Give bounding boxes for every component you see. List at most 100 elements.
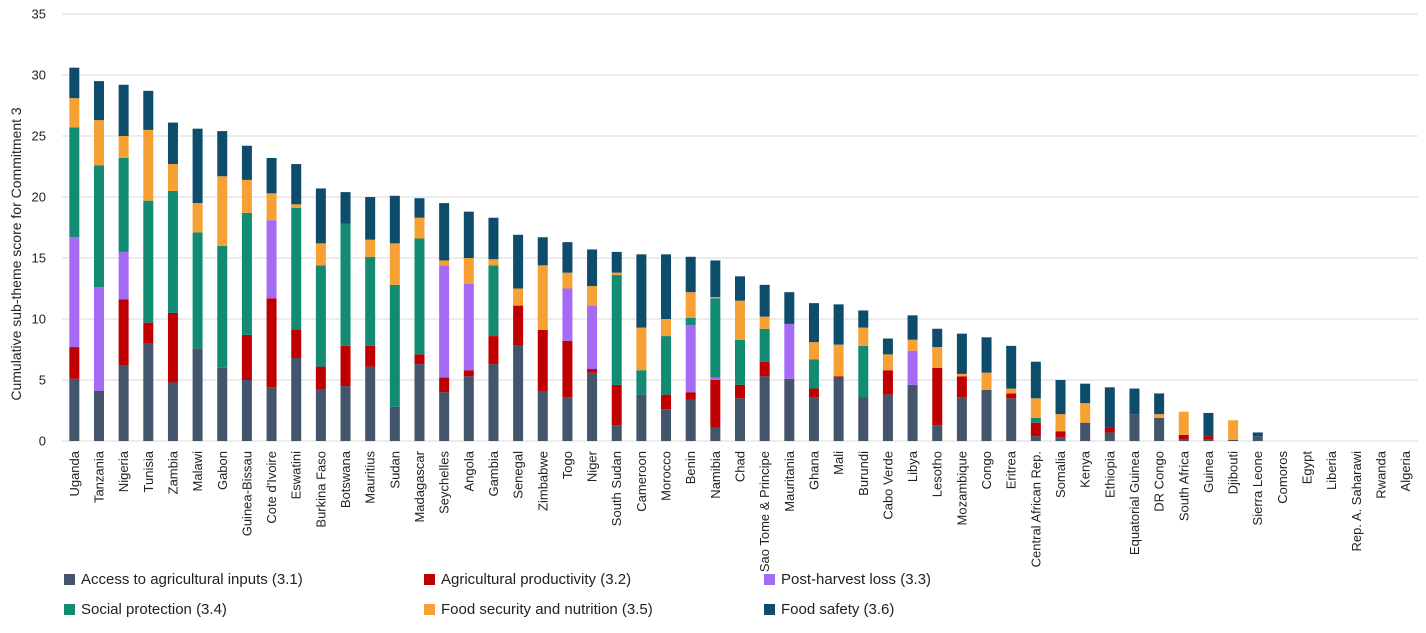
bar-segment: [463, 258, 474, 284]
bar-segment: [69, 127, 80, 238]
x-category-label: Cabo Verde: [880, 451, 895, 520]
x-axis-categories: Uganda Tanzania Nigeria Tunisia Zambia Malawi…: [67, 450, 1413, 572]
bar-segment: [217, 131, 228, 177]
bar-segment: [661, 409, 672, 441]
bar-segment: [192, 348, 203, 441]
x-category-label: Sierra Leone: [1250, 451, 1265, 525]
x-category-label: Gambia: [486, 450, 501, 496]
bar-segment: [537, 265, 548, 330]
bar-segment: [118, 299, 129, 366]
bar-segment: [710, 260, 721, 298]
bar-segment: [956, 333, 967, 374]
x-category-label: Morocco: [659, 451, 674, 501]
bar-segment: [784, 378, 795, 441]
bar-segment: [858, 327, 869, 346]
bar-segment: [439, 203, 450, 261]
bar-segment: [1228, 439, 1239, 441]
y-axis-label: Cumulative sub-theme score for Commitmen…: [8, 107, 24, 401]
bar-segment: [513, 345, 524, 441]
bar-segment: [1104, 432, 1115, 441]
bar-segment: [685, 399, 696, 441]
bar-segment: [266, 193, 277, 221]
bar-segment: [537, 390, 548, 441]
x-category-label: Rwanda: [1374, 450, 1389, 498]
bar-segment: [611, 251, 622, 273]
bar-segment: [907, 350, 918, 385]
bar-segment: [1006, 398, 1017, 441]
bar-segment: [389, 284, 400, 407]
bar-segment: [833, 344, 844, 377]
bar-segment: [759, 328, 770, 362]
bar-segment: [1006, 393, 1017, 399]
bar-segment: [69, 98, 80, 128]
bar-segment: [759, 284, 770, 317]
x-category-label: Eritrea: [1004, 450, 1019, 489]
x-category-label: Zambia: [165, 450, 180, 494]
bar-segment: [685, 317, 696, 326]
legend-item: Agricultural productivity (3.2): [424, 571, 631, 588]
bar-segment: [562, 242, 573, 273]
bar-segment: [907, 339, 918, 351]
legend: Access to agricultural inputs (3.1) Agric…: [64, 568, 1024, 630]
bar-segment: [93, 390, 104, 441]
bar-segment: [907, 315, 918, 340]
x-category-label: Chad: [733, 451, 748, 482]
bar-segment: [1178, 411, 1189, 435]
bar-segment: [611, 272, 622, 276]
legend-swatch: [424, 604, 435, 615]
bar-segment: [587, 249, 598, 287]
bar-segment: [1178, 439, 1189, 441]
bar-segment: [882, 370, 893, 395]
bar-segment: [93, 120, 104, 166]
bar-segment: [759, 316, 770, 329]
bar-segment: [661, 319, 672, 337]
bar-segment: [1055, 437, 1066, 441]
bar-segment: [1203, 412, 1214, 437]
bar-segment: [414, 217, 425, 239]
bar-segment: [932, 425, 943, 441]
bar-segment: [636, 370, 647, 395]
bar-segment: [1104, 427, 1115, 433]
bar-segment: [69, 347, 80, 379]
bar-segment: [488, 217, 499, 260]
bar-segment: [611, 275, 622, 385]
bar-segment: [143, 200, 154, 323]
x-category-label: Central African Rep.: [1028, 451, 1043, 567]
bar-segment: [636, 254, 647, 328]
x-category-label: Mauritania: [782, 450, 797, 511]
x-category-label: Uganda: [67, 450, 82, 496]
bar-segment: [1055, 414, 1066, 432]
bar-segment: [291, 204, 302, 208]
bar-segment: [513, 288, 524, 306]
bar-segment: [241, 179, 252, 213]
bar-segment: [241, 380, 252, 441]
bar-segment: [981, 337, 992, 373]
bar-segment: [1006, 345, 1017, 389]
x-category-label: Comoros: [1275, 451, 1290, 504]
x-category-label: Algeria: [1398, 450, 1413, 491]
x-category-label: Cameroon: [634, 451, 649, 512]
y-tick-label: 20: [32, 190, 46, 205]
bar-segment: [759, 361, 770, 377]
y-axis-ticks: 0 5 10 15 20 25 30 35: [32, 7, 46, 449]
bar-segment: [882, 394, 893, 441]
bar-segment: [118, 251, 129, 300]
x-category-label: Malawi: [190, 451, 205, 492]
bar-segment: [907, 384, 918, 441]
bar-segment: [685, 325, 696, 393]
bar-segment: [611, 425, 622, 441]
bar-segment: [118, 157, 129, 252]
x-category-label: Cote d'Ivoire: [264, 451, 279, 524]
bar-segment: [710, 297, 721, 299]
bar-segment: [488, 336, 499, 365]
bar-segment: [735, 384, 745, 399]
x-category-label: DR Congo: [1152, 451, 1167, 512]
legend-label: Social protection (3.4): [81, 601, 227, 618]
bar-segment: [217, 176, 228, 246]
bar-segment: [340, 345, 351, 387]
bar-segment: [562, 340, 573, 398]
bar-segment: [167, 382, 178, 441]
bar-segment: [562, 397, 573, 441]
bar-segment: [882, 338, 893, 355]
